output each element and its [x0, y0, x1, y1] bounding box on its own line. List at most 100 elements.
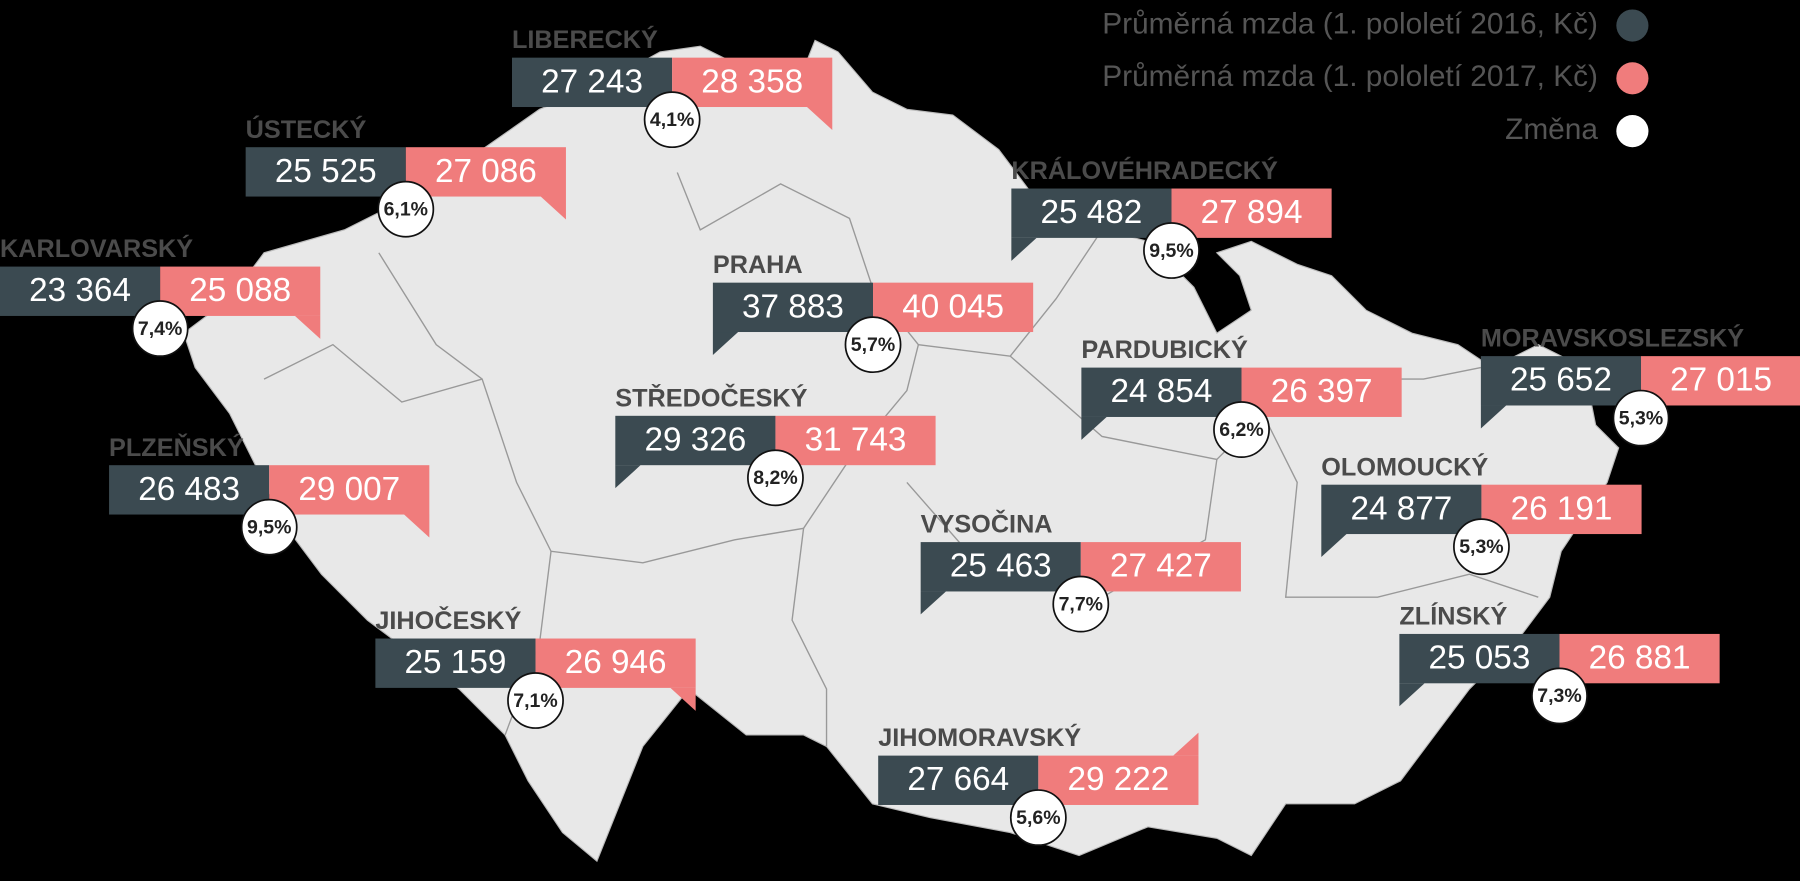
change: 5,3%	[1619, 407, 1663, 429]
wage-2017: 27 086	[435, 153, 537, 190]
wage-2016: 24 854	[1111, 373, 1213, 410]
wage-2017: 40 045	[902, 288, 1004, 325]
wage-2017-box	[1241, 367, 1402, 417]
wage-2017-box	[160, 266, 321, 316]
label-tail	[712, 332, 739, 355]
wage-2017: 26 881	[1589, 640, 1691, 677]
legend-label: Průměrná mzda (1. pololetí 2017, Kč)	[1102, 60, 1598, 93]
change: 5,3%	[1459, 536, 1503, 558]
wage-2017-box	[775, 415, 936, 466]
wage-2017: 28 358	[701, 63, 803, 100]
wage-2017: 25 088	[189, 272, 291, 309]
change-circle	[747, 449, 804, 507]
wage-2017: 27 427	[1110, 548, 1212, 585]
wage-2016-box	[1081, 367, 1242, 417]
wage-2016: 27 243	[541, 63, 643, 100]
region-name: JIHOČESKÝ	[375, 605, 521, 635]
change: 6,1%	[384, 198, 428, 220]
region-label: PARDUBICKÝ 24 854 26 397 6,2%	[1081, 334, 1402, 459]
label-tail	[670, 687, 696, 711]
wage-2016: 25 463	[950, 548, 1052, 585]
wage-2016: 29 326	[644, 421, 746, 458]
region-name: PARDUBICKÝ	[1081, 334, 1248, 364]
change-circle	[1143, 222, 1200, 279]
change-circle	[377, 180, 435, 238]
wage-2016-box	[1480, 356, 1642, 406]
change: 5,6%	[1016, 807, 1060, 829]
label-tail	[295, 315, 321, 339]
region-name: PLZEŇSKÝ	[109, 432, 244, 462]
wage-2017-box	[1641, 356, 1800, 406]
region-label: STŘEDOČESKÝ 29 326 31 743 8,2%	[615, 382, 936, 507]
region-label: VYSOČINA 25 463 27 427 7,7%	[920, 509, 1241, 633]
change: 7,4%	[138, 318, 182, 340]
region-name: VYSOČINA	[921, 509, 1053, 539]
wage-2017: 26 397	[1271, 373, 1373, 410]
legend-label: Průměrná mzda (1. pololetí 2016, Kč)	[1102, 7, 1598, 40]
wage-2016: 25 159	[405, 644, 507, 681]
wage-2017-box	[672, 57, 833, 108]
region-label: MORAVSKOSLEZSKÝ 25 652 27 015 5,3%	[1480, 323, 1800, 447]
region-label: PLZEŇSKÝ 26 483 29 007 9,5%	[109, 432, 430, 556]
region-name: LIBERECKÝ	[512, 24, 658, 54]
wage-2016: 23 364	[29, 272, 131, 309]
legend-label: Změna	[1505, 113, 1598, 146]
wage-2017: 29 222	[1068, 761, 1170, 798]
wage-2017-box	[405, 147, 566, 197]
region-label: JIHOČESKÝ 25 159 26 946 7,1%	[375, 605, 696, 729]
region-label: LIBERECKÝ 27 243 28 358 4,1%	[511, 24, 833, 149]
region-name: OLOMOUCKÝ	[1321, 451, 1488, 481]
wage-2016: 26 483	[138, 471, 240, 508]
wage-2017: 26 946	[565, 644, 667, 681]
change: 9,5%	[1149, 240, 1193, 262]
change: 7,3%	[1537, 685, 1581, 707]
legend-dot	[1616, 62, 1649, 95]
region-name: STŘEDOČESKÝ	[615, 382, 807, 412]
wage-2016-box	[712, 282, 874, 333]
wage-2016: 27 664	[907, 761, 1009, 798]
wage-2017: 31 743	[805, 421, 907, 458]
region-label: KARLOVARSKÝ 23 364 25 088 7,4%	[0, 233, 321, 357]
wage-2017-box	[1481, 484, 1642, 535]
wage-2016: 25 525	[275, 153, 377, 190]
wage-2017-box	[1171, 188, 1332, 238]
region-name: ÚSTECKÝ	[246, 114, 367, 144]
wage-2016-box	[0, 266, 161, 316]
wage-2016-box	[245, 147, 406, 197]
wage-2017: 29 007	[298, 471, 400, 508]
region-name: MORAVSKOSLEZSKÝ	[1481, 323, 1744, 353]
change-circle	[1531, 667, 1588, 725]
wage-2017: 27 015	[1670, 362, 1772, 399]
change: 8,2%	[753, 467, 797, 489]
wage-2016: 25 482	[1041, 194, 1143, 231]
wage-2017-box	[535, 638, 696, 688]
wage-2016: 37 883	[742, 288, 844, 325]
change: 5,7%	[851, 334, 895, 356]
label-tail	[807, 107, 833, 130]
wage-2016-box	[1321, 484, 1482, 535]
change: 7,7%	[1059, 593, 1103, 615]
label-tail	[920, 591, 946, 615]
legend-dot	[1616, 9, 1649, 42]
legend-dot	[1616, 115, 1649, 148]
legend: Průměrná mzda (1. pololetí 2016, Kč) Prům…	[1102, 7, 1649, 148]
change-circle	[507, 672, 564, 729]
change-circle	[844, 316, 902, 374]
wage-2017-box	[1559, 633, 1720, 684]
change-circle	[1612, 389, 1670, 447]
region-label: KRÁLOVÉHRADECKÝ 25 482 27 894 9,5%	[1011, 155, 1332, 279]
change-circle	[131, 300, 189, 357]
wage-2017-box	[269, 465, 430, 515]
region-name: KRÁLOVÉHRADECKÝ	[1011, 155, 1278, 185]
wage-2016-box	[109, 465, 270, 515]
wage-2017-box	[1038, 755, 1199, 805]
region-name: ZLÍNSKÝ	[1399, 601, 1507, 631]
region-label: PRAHA 37 883 40 045 5,7%	[712, 251, 1034, 374]
change-circle	[1213, 401, 1270, 459]
wage-2017-box	[1080, 542, 1241, 592]
change: 4,1%	[650, 109, 694, 131]
wage-2016: 25 652	[1510, 362, 1612, 399]
wage-2017: 27 894	[1201, 194, 1303, 231]
